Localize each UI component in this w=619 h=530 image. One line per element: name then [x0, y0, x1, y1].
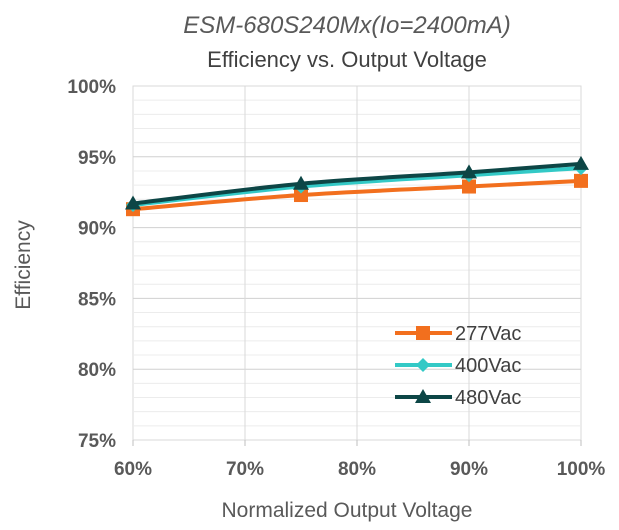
chart-subtitle: Efficiency vs. Output Voltage	[207, 47, 487, 72]
legend-label-400vac: 400Vac	[455, 355, 521, 377]
legend-marker-277vac	[416, 326, 430, 340]
y-tick-label: 75%	[78, 431, 116, 452]
data-point-277vac	[574, 173, 588, 188]
data-point-480vac	[573, 155, 589, 170]
legend: 277Vac 400Vac 480Vac	[395, 323, 521, 409]
data-point-277vac	[462, 179, 476, 194]
legend-label-277vac: 277Vac	[455, 323, 521, 345]
series-line-480vac	[132, 161, 582, 206]
y-tick-label: 100%	[67, 77, 116, 98]
data-point-480vac	[293, 175, 309, 190]
x-axis-label: Normalized Output Voltage	[222, 499, 473, 522]
y-tick-labels: 75% 80% 85% 90% 95% 100%	[67, 77, 116, 452]
data-point-480vac	[461, 164, 477, 179]
y-axis-label: Efficiency	[12, 220, 35, 310]
data-point-277vac	[294, 188, 308, 203]
series-line-277vac	[132, 178, 582, 212]
series-line-400vac	[132, 166, 582, 207]
y-tick-label: 80%	[78, 360, 116, 381]
x-tick-label: 100%	[557, 459, 606, 480]
x-tick-label: 80%	[338, 459, 376, 480]
legend-marker-400vac	[416, 358, 430, 372]
x-tick-label: 90%	[450, 459, 488, 480]
gridlines	[132, 86, 582, 446]
chart-title: ESM-680S240Mx(Io=2400mA)	[183, 12, 511, 39]
y-tick-label: 85%	[78, 289, 116, 310]
legend-label-480vac: 480Vac	[455, 387, 521, 409]
data-series	[125, 155, 589, 217]
legend-marker-480vac	[415, 389, 431, 403]
y-tick-label: 95%	[78, 148, 116, 169]
y-tick-label: 90%	[78, 219, 116, 240]
x-tick-labels: 60% 70% 80% 90% 100%	[114, 459, 605, 480]
data-point-480vac	[125, 195, 141, 210]
x-tick-label: 70%	[226, 459, 264, 480]
series-480vac	[125, 155, 589, 210]
x-tick-label: 60%	[114, 459, 152, 480]
